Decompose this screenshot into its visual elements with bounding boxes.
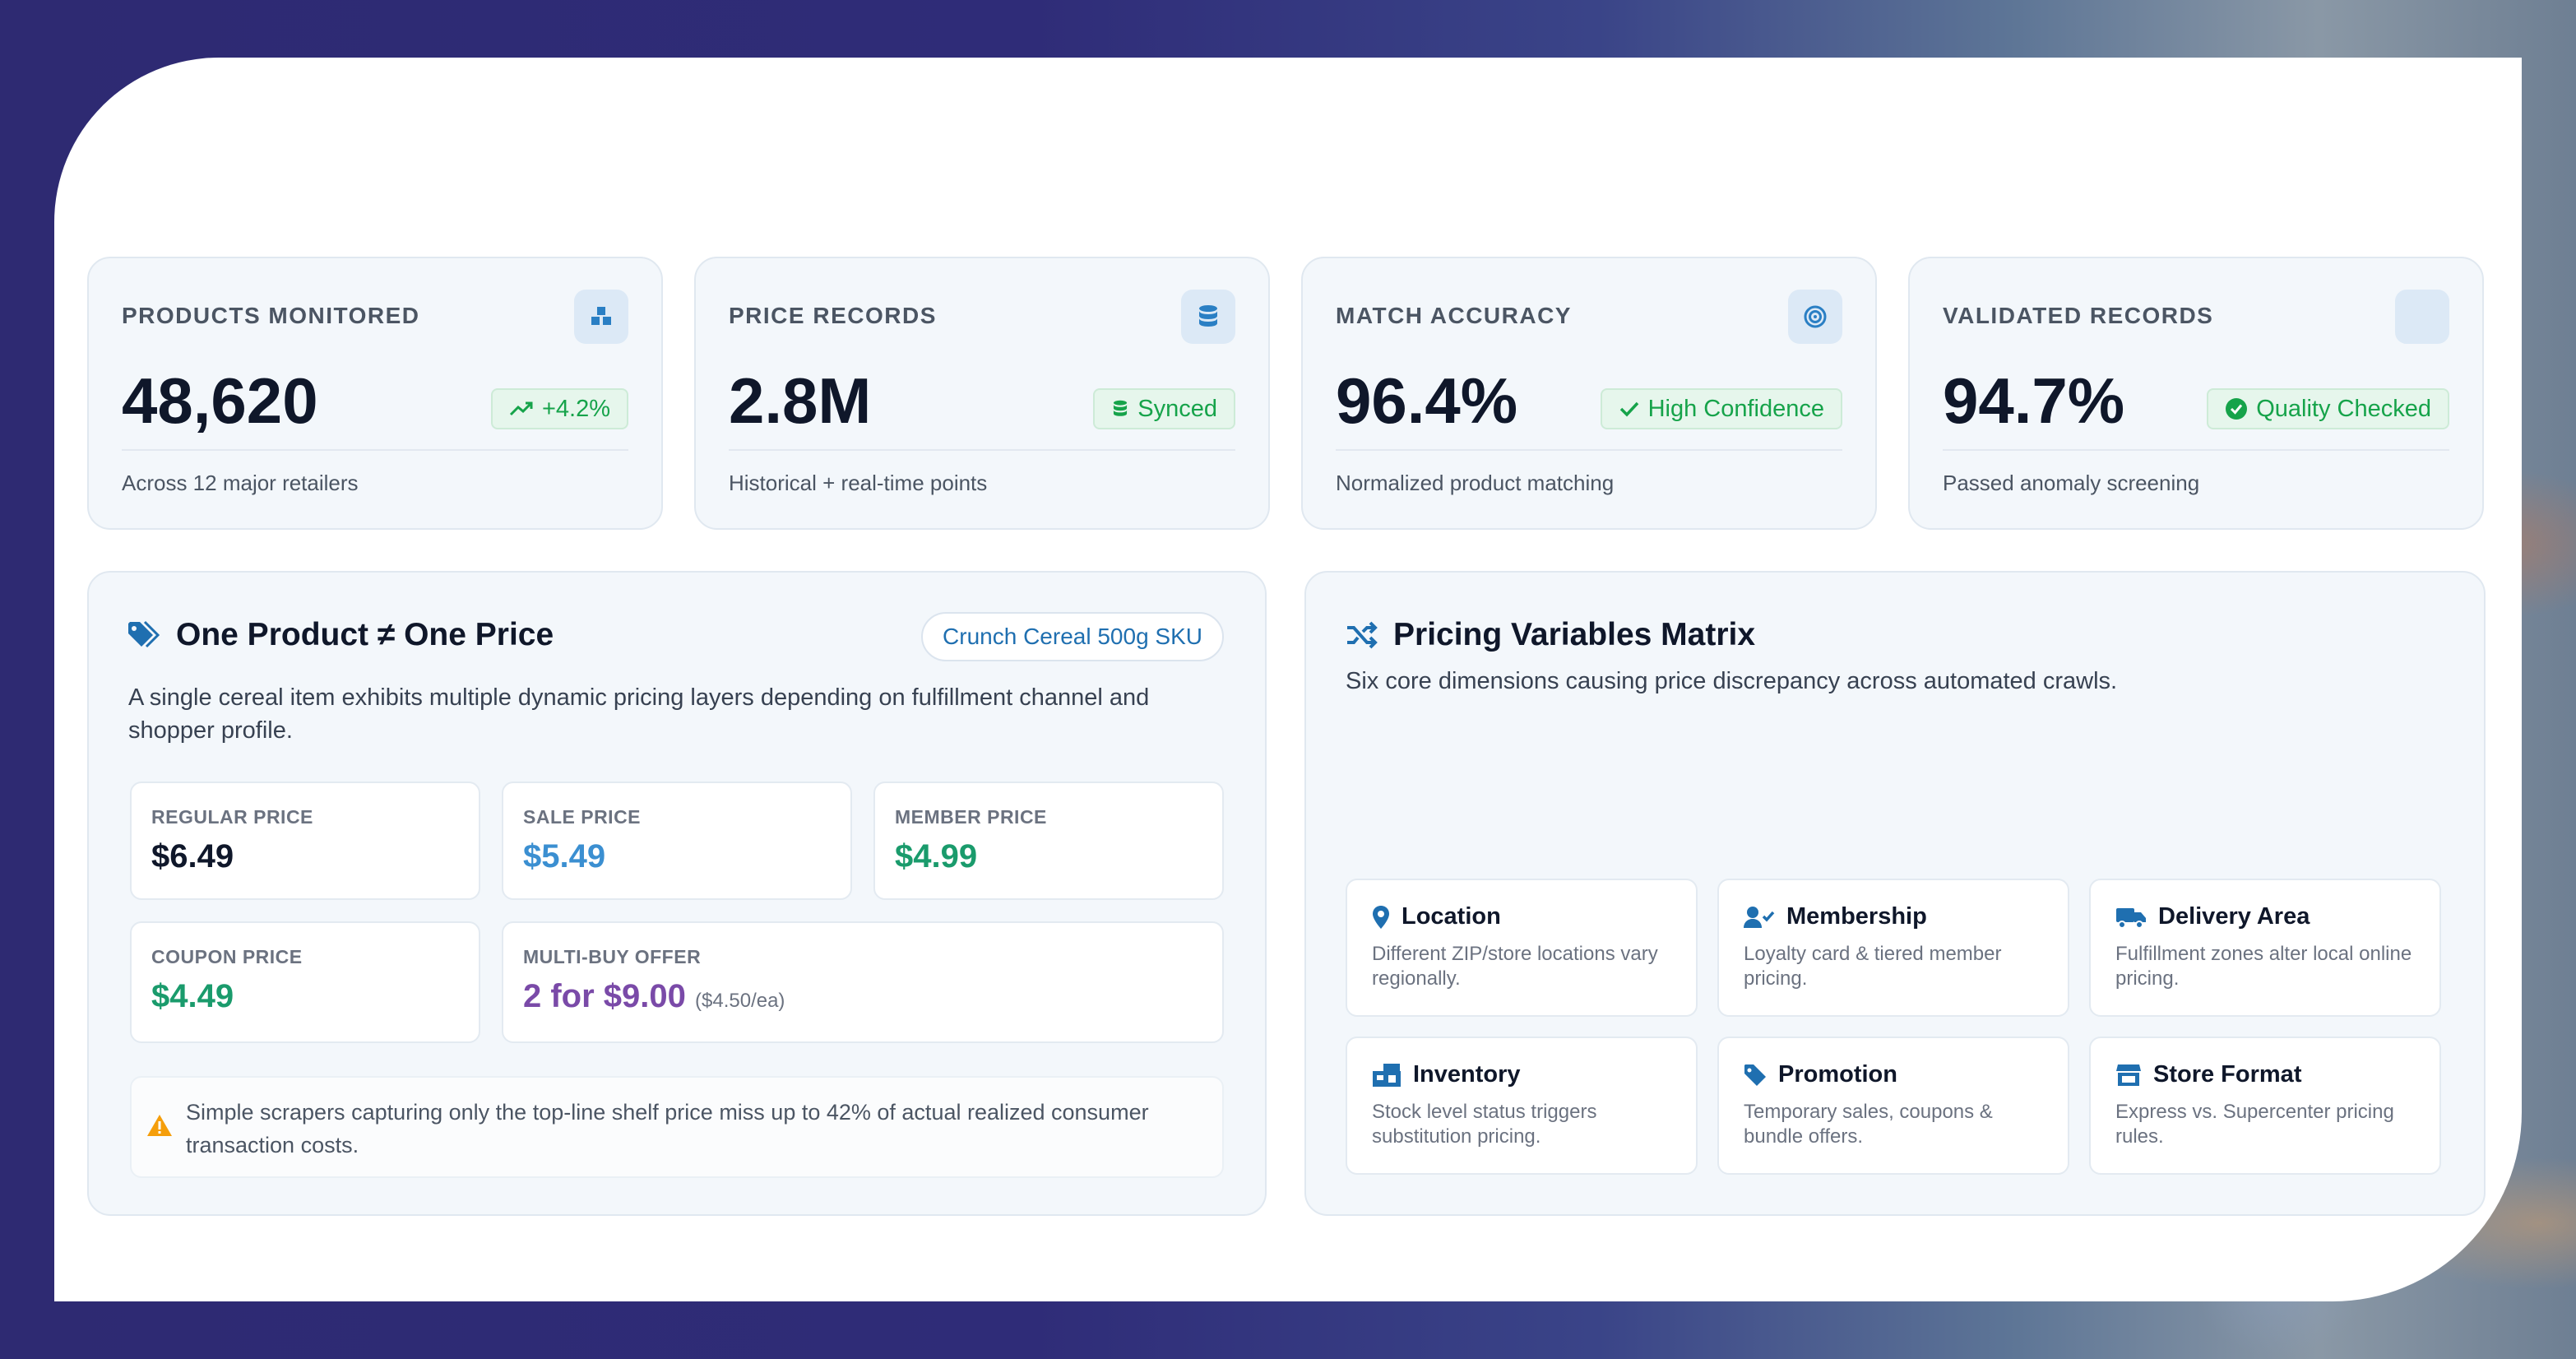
warning-text: Simple scrapers capturing only the top-l…: [186, 1100, 1149, 1157]
user-check-icon: [1744, 906, 1775, 928]
variable-head: Store Format: [2115, 1061, 2416, 1088]
pricing-matrix-card: Pricing Variables Matrix Six core dimens…: [1304, 571, 2486, 1216]
stat-card-match-accuracy: MATCH ACCURACY 96.4% High Confidence Nor…: [1301, 257, 1877, 530]
stat-label: VALIDATED RECORDS: [1943, 303, 2214, 328]
price-value: 2 for $9.00 ($4.50/ea): [523, 978, 1202, 1015]
variable-name: Store Format: [2153, 1061, 2302, 1088]
member-price-box: MEMBER PRICE $4.99: [873, 782, 1224, 900]
variable-head: Location: [1372, 903, 1673, 930]
divider: [729, 449, 1235, 451]
stat-subtitle: Normalized product matching: [1336, 471, 1615, 495]
coupon-price-box: COUPON PRICE $4.49: [130, 921, 480, 1043]
title-text: One Product ≠ One Price: [176, 617, 554, 652]
sale-price-box: SALE PRICE $5.49: [502, 782, 852, 900]
regular-price-box: REGULAR PRICE $6.49: [130, 782, 480, 900]
stat-value: 48,620: [122, 364, 318, 437]
variable-desc: Different ZIP/store locations vary regio…: [1372, 943, 1658, 990]
price-value: $4.99: [895, 838, 978, 874]
multibuy-price-box: MULTI-BUY OFFER 2 for $9.00 ($4.50/ea): [502, 921, 1224, 1043]
divider: [122, 449, 628, 451]
target-icon: [1788, 290, 1842, 344]
stat-subtitle: Historical + real-time points: [729, 471, 988, 495]
variable-desc: Loyalty card & tiered member pricing.: [1744, 943, 2002, 990]
check-circle-icon: [2226, 398, 2248, 420]
boxes-icon: [574, 290, 628, 344]
stat-subtitle: Passed anomaly screening: [1943, 471, 2200, 495]
divider: [1943, 449, 2449, 451]
truck-icon: [2116, 907, 2146, 929]
card-title: One Product ≠ One Price: [127, 617, 554, 653]
one-product-card: One Product ≠ One Price Crunch Cereal 50…: [87, 571, 1267, 1216]
stat-card-validated-records: VALIDATED RECORDS 94.7% Quality Checked …: [1908, 257, 2484, 530]
card-title: Pricing Variables Matrix: [1346, 617, 1755, 653]
database-icon: [1114, 400, 1128, 416]
shuffle-icon: [1347, 621, 1378, 649]
trend-up-icon: [509, 401, 533, 416]
blank-icon: [2395, 290, 2449, 344]
badge-text: +4.2%: [541, 395, 610, 422]
variable-membership: Membership Loyalty card & tiered member …: [1717, 879, 2069, 1017]
price-value: $4.49: [151, 978, 234, 1014]
stat-subtitle: Across 12 major retailers: [122, 471, 359, 495]
variable-desc: Express vs. Supercenter pricing rules.: [2115, 1101, 2394, 1148]
divider: [1336, 449, 1842, 451]
variable-name: Promotion: [1778, 1061, 1897, 1088]
quality-badge: Quality Checked: [2207, 388, 2449, 429]
variable-name: Delivery Area: [2158, 903, 2310, 930]
check-icon: [1619, 401, 1638, 417]
main-panel: PRODUCTS MONITORED 48,620 +4.2% Across 1…: [54, 58, 2522, 1301]
tag-icon: [1744, 1064, 1766, 1086]
stat-card-products: PRODUCTS MONITORED 48,620 +4.2% Across 1…: [87, 257, 663, 530]
stat-label: PRICE RECORDS: [729, 303, 937, 328]
sku-pill[interactable]: Crunch Cereal 500g SKU: [921, 612, 1224, 661]
price-label: MEMBER PRICE: [895, 806, 1047, 828]
stat-label: MATCH ACCURACY: [1336, 303, 1572, 328]
price-label: MULTI-BUY OFFER: [523, 946, 702, 967]
warning-icon: [147, 1115, 172, 1136]
badge-text: High Confidence: [1647, 395, 1824, 422]
variable-delivery-area: Delivery Area Fulfillment zones alter lo…: [2089, 879, 2441, 1017]
stat-label: PRODUCTS MONITORED: [122, 303, 420, 328]
variable-name: Location: [1402, 903, 1501, 930]
card-subtitle: Six core dimensions causing price discre…: [1346, 668, 2118, 694]
store-icon: [2116, 1064, 2141, 1086]
variable-store-format: Store Format Express vs. Supercenter pri…: [2089, 1037, 2441, 1175]
title-text: Pricing Variables Matrix: [1393, 617, 1756, 652]
card-description: A single cereal item exhibits multiple d…: [128, 684, 1150, 744]
variable-desc: Temporary sales, coupons & bundle offers…: [1744, 1101, 1993, 1148]
badge-text: Synced: [1137, 395, 1217, 422]
variable-head: Inventory: [1372, 1061, 1673, 1088]
multibuy-value: 2 for $9.00: [523, 978, 686, 1014]
stat-value: 94.7%: [1943, 364, 2125, 437]
variable-head: Membership: [1744, 903, 2045, 930]
variable-promotion: Promotion Temporary sales, coupons & bun…: [1717, 1037, 2069, 1175]
database-icon: [1181, 290, 1235, 344]
variable-inventory: Inventory Stock level status triggers su…: [1346, 1037, 1698, 1175]
badge-text: Quality Checked: [2256, 395, 2431, 422]
price-value: $6.49: [151, 838, 234, 874]
map-pin-icon: [1373, 905, 1389, 929]
variable-desc: Fulfillment zones alter local online pri…: [2115, 943, 2412, 990]
variable-name: Inventory: [1413, 1061, 1521, 1088]
trend-badge: +4.2%: [490, 388, 628, 429]
price-label: COUPON PRICE: [151, 946, 303, 967]
stat-card-price-records: PRICE RECORDS 2.8M Synced Historical + r…: [694, 257, 1270, 530]
warehouse-icon: [1373, 1063, 1401, 1087]
sync-badge: Synced: [1093, 388, 1235, 429]
tags-icon: [128, 620, 160, 648]
variable-desc: Stock level status triggers substitution…: [1372, 1101, 1597, 1148]
price-label: SALE PRICE: [523, 806, 642, 828]
variable-location: Location Different ZIP/store locations v…: [1346, 879, 1698, 1017]
multibuy-note: ($4.50/ea): [695, 990, 785, 1012]
price-value: $5.49: [523, 838, 606, 874]
price-label: REGULAR PRICE: [151, 806, 313, 828]
variable-head: Delivery Area: [2115, 903, 2416, 930]
confidence-badge: High Confidence: [1600, 388, 1842, 429]
variable-head: Promotion: [1744, 1061, 2045, 1088]
stat-value: 96.4%: [1336, 364, 1518, 437]
stat-value: 2.8M: [729, 364, 872, 437]
warning-box: Simple scrapers capturing only the top-l…: [130, 1076, 1224, 1178]
variable-name: Membership: [1786, 903, 1927, 930]
